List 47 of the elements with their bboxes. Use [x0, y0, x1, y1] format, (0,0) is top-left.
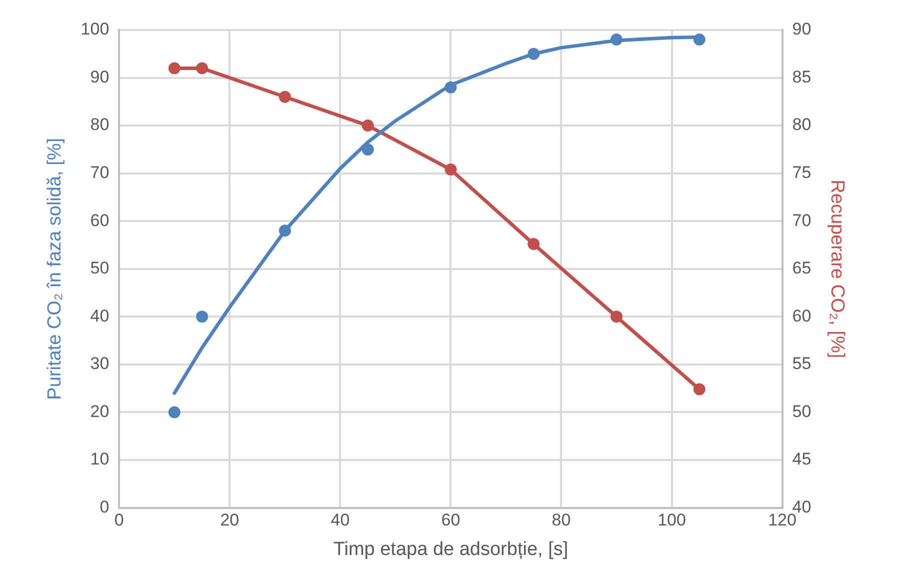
y-tick-label: 20	[90, 402, 110, 421]
y-tick-label: 50	[90, 258, 110, 278]
y2-tick-label: 70	[792, 210, 812, 230]
y2-tick-label: 50	[792, 402, 812, 421]
point	[168, 406, 180, 418]
point	[196, 310, 208, 323]
y-tick-label: 90	[90, 67, 110, 86]
x-tick-label: 80	[552, 510, 571, 530]
point	[693, 383, 706, 396]
x-tick-label: 60	[441, 510, 460, 530]
point	[444, 164, 457, 176]
point	[196, 62, 208, 74]
y-tick-label: 80	[90, 115, 110, 134]
point	[168, 62, 180, 74]
point	[528, 48, 540, 60]
y-tick-label: 70	[90, 163, 110, 182]
y-tick-label: 10	[90, 450, 110, 469]
point	[693, 34, 706, 46]
y2-tick-label: 65	[792, 258, 812, 278]
y-axis-title: Puritate CO₂ în faza solidă, [%]	[44, 138, 66, 400]
y2-tick-label: 75	[792, 163, 812, 182]
y-tick-label: 60	[90, 210, 110, 230]
point	[610, 34, 623, 46]
y2-tick-label: 60	[792, 306, 812, 326]
point	[278, 90, 291, 103]
y-tick-label: 40	[90, 306, 110, 326]
x-axis-title: Timp etapa de adsorbție, [s]	[333, 538, 568, 560]
y-tick-label: 30	[90, 354, 110, 374]
y2-tick-label: 45	[792, 450, 812, 469]
point	[444, 81, 457, 94]
point	[528, 238, 540, 250]
point	[610, 310, 623, 323]
x-tick-label: 0	[114, 510, 124, 530]
y-tick-label: 100	[80, 20, 110, 39]
point	[362, 120, 374, 132]
x-tick-label: 120	[768, 510, 796, 530]
x-tick-label: 100	[658, 510, 686, 530]
point	[278, 224, 291, 237]
y2-tick-label: 80	[792, 115, 812, 134]
y2-tick-label: 85	[792, 67, 812, 86]
y2-tick-label: 90	[792, 20, 812, 39]
point	[362, 143, 374, 156]
x-tick-label: 20	[220, 510, 240, 530]
y2-tick-label: 55	[792, 354, 812, 374]
x-tick-label: 40	[330, 510, 350, 530]
y-tick-label: 0	[100, 497, 110, 516]
y2-axis-title: Recuperare CO₂, [%]	[826, 180, 848, 358]
